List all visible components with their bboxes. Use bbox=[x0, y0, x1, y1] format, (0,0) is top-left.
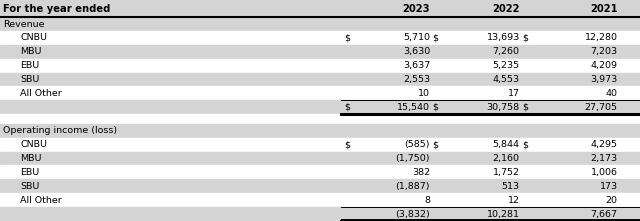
Text: 8: 8 bbox=[424, 196, 430, 205]
Bar bbox=[0, 114, 640, 124]
Text: 10: 10 bbox=[418, 89, 430, 98]
Text: 1,006: 1,006 bbox=[591, 168, 618, 177]
Bar bbox=[0, 152, 640, 166]
Text: Revenue: Revenue bbox=[3, 19, 45, 29]
Bar bbox=[0, 86, 640, 100]
Bar bbox=[0, 179, 640, 193]
Text: $: $ bbox=[433, 33, 438, 42]
Text: (1,887): (1,887) bbox=[396, 182, 430, 191]
Bar bbox=[0, 73, 640, 86]
Text: $: $ bbox=[522, 103, 528, 112]
Text: (585): (585) bbox=[404, 140, 430, 149]
Text: SBU: SBU bbox=[20, 75, 40, 84]
Text: 2,160: 2,160 bbox=[493, 154, 520, 163]
Text: Operating income (loss): Operating income (loss) bbox=[3, 126, 117, 135]
Text: 15,540: 15,540 bbox=[397, 103, 430, 112]
Text: $: $ bbox=[344, 33, 350, 42]
Text: All Other: All Other bbox=[20, 196, 62, 205]
Bar bbox=[0, 138, 640, 152]
Text: 2023: 2023 bbox=[403, 4, 430, 13]
Text: MBU: MBU bbox=[20, 47, 42, 56]
Text: 30,758: 30,758 bbox=[486, 103, 520, 112]
Text: 5,710: 5,710 bbox=[403, 33, 430, 42]
Text: 7,667: 7,667 bbox=[591, 210, 618, 219]
Text: EBU: EBU bbox=[20, 61, 40, 70]
Text: 2,173: 2,173 bbox=[591, 154, 618, 163]
Text: CNBU: CNBU bbox=[20, 33, 47, 42]
Text: All Other: All Other bbox=[20, 89, 62, 98]
Text: 27,705: 27,705 bbox=[584, 103, 618, 112]
Text: $: $ bbox=[433, 140, 438, 149]
Bar bbox=[0, 45, 640, 59]
Text: $: $ bbox=[433, 103, 438, 112]
Text: 3,630: 3,630 bbox=[403, 47, 430, 56]
Text: (1,750): (1,750) bbox=[396, 154, 430, 163]
Bar bbox=[0, 166, 640, 179]
Text: $: $ bbox=[344, 103, 350, 112]
Bar bbox=[0, 59, 640, 73]
Text: 4,553: 4,553 bbox=[493, 75, 520, 84]
Text: MBU: MBU bbox=[20, 154, 42, 163]
Text: 173: 173 bbox=[600, 182, 618, 191]
Text: 513: 513 bbox=[502, 182, 520, 191]
Text: 5,235: 5,235 bbox=[493, 61, 520, 70]
Text: 7,203: 7,203 bbox=[591, 47, 618, 56]
Text: 10,281: 10,281 bbox=[486, 210, 520, 219]
Text: (3,832): (3,832) bbox=[396, 210, 430, 219]
Text: $: $ bbox=[522, 33, 528, 42]
Text: 20: 20 bbox=[605, 196, 618, 205]
Bar bbox=[0, 17, 640, 31]
Text: 17: 17 bbox=[508, 89, 520, 98]
Text: For the year ended: For the year ended bbox=[3, 4, 111, 13]
Text: EBU: EBU bbox=[20, 168, 40, 177]
Text: 2,553: 2,553 bbox=[403, 75, 430, 84]
Text: 3,637: 3,637 bbox=[403, 61, 430, 70]
Bar bbox=[0, 100, 640, 114]
Bar bbox=[0, 31, 640, 45]
Text: $: $ bbox=[522, 140, 528, 149]
Bar bbox=[0, 193, 640, 207]
Bar bbox=[0, 0, 640, 17]
Text: 3,973: 3,973 bbox=[590, 75, 618, 84]
Text: 1,752: 1,752 bbox=[493, 168, 520, 177]
Text: 2021: 2021 bbox=[590, 4, 618, 13]
Text: 12: 12 bbox=[508, 196, 520, 205]
Text: 5,844: 5,844 bbox=[493, 140, 520, 149]
Text: 2022: 2022 bbox=[492, 4, 520, 13]
Text: $: $ bbox=[344, 140, 350, 149]
Text: 4,295: 4,295 bbox=[591, 140, 618, 149]
Text: CNBU: CNBU bbox=[20, 140, 47, 149]
Text: 12,280: 12,280 bbox=[584, 33, 618, 42]
Text: 13,693: 13,693 bbox=[486, 33, 520, 42]
Text: 40: 40 bbox=[605, 89, 618, 98]
Bar bbox=[0, 124, 640, 138]
Text: SBU: SBU bbox=[20, 182, 40, 191]
Text: 7,260: 7,260 bbox=[493, 47, 520, 56]
Bar bbox=[0, 207, 640, 221]
Text: 4,209: 4,209 bbox=[591, 61, 618, 70]
Text: 382: 382 bbox=[412, 168, 430, 177]
